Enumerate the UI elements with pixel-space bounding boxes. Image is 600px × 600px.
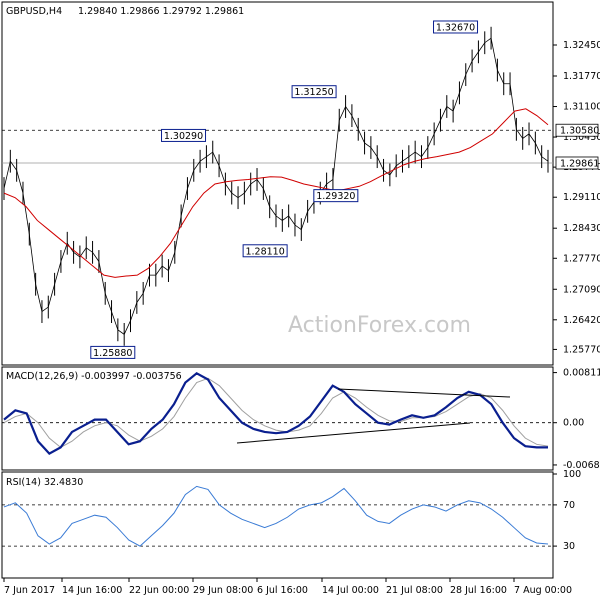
level-price-label: 1.30580 xyxy=(560,126,599,137)
rsi-tick-label: 70 xyxy=(563,500,575,511)
price-tick-label: 1.25770 xyxy=(563,344,600,355)
x-tick-label: 7 Aug 00:00 xyxy=(514,585,572,596)
macd-pane xyxy=(1,366,554,471)
price-annotation-box xyxy=(242,244,288,258)
x-tick-label: 28 Jul 16:00 xyxy=(450,585,507,596)
price-layer: 1.25880 1.30290 1.28110 1.31250 1.29320 1.326… xyxy=(2,20,553,359)
rsi-tick-label: 100 xyxy=(563,469,581,480)
rsi-tick-label: 30 xyxy=(563,541,575,552)
x-tick-label: 29 Jun 08:00 xyxy=(193,585,253,596)
macd-signal-line xyxy=(3,377,549,448)
price-tick-label: 1.29110 xyxy=(563,192,600,203)
price-annotation-box xyxy=(161,128,207,142)
price-tick-label: 1.31100 xyxy=(563,102,600,113)
price-pane xyxy=(1,1,554,366)
axis-layer: 1.324501.317701.311001.304301.297701.291… xyxy=(3,40,600,596)
price-annotation-box xyxy=(291,85,337,99)
current-price-label-box xyxy=(555,156,599,170)
macd-tick-label: 0.008118 xyxy=(563,368,600,379)
price-tick-label: 1.28430 xyxy=(563,223,600,234)
price-tick-label: 1.26420 xyxy=(563,315,600,326)
macd-tick-label: 0.00 xyxy=(563,418,584,429)
ma-line xyxy=(3,108,549,278)
price-annotation-box xyxy=(313,189,359,203)
price-line xyxy=(3,37,549,335)
price-annotation-label: 1.31250 xyxy=(294,87,333,98)
price-annotation-box xyxy=(433,20,479,34)
price-annotation-label: 1.25880 xyxy=(93,348,132,359)
price-annotation-label: 1.29320 xyxy=(316,191,355,202)
price-tick-label: 1.27090 xyxy=(563,284,600,295)
watermark: ActionForex.com xyxy=(288,313,471,338)
macd-trendline-upper xyxy=(337,388,511,398)
current-price-label: 1.29861 xyxy=(560,158,599,169)
macd-line xyxy=(3,372,548,455)
x-tick-label: 14 Jul 00:00 xyxy=(322,585,379,596)
ohlc-label: 1.29840 1.29866 1.29792 1.29861 xyxy=(78,6,244,17)
macd-trendline-lower xyxy=(236,422,471,444)
rsi-line xyxy=(3,485,549,547)
price-tick-label: 1.32450 xyxy=(563,40,600,51)
macd-title: MACD(12,26,9) -0.003997 -0.003756 xyxy=(6,371,182,382)
x-tick-label: 21 Jul 08:00 xyxy=(386,585,443,596)
price-tick-label: 1.30430 xyxy=(563,132,600,143)
symbol-label: GBPUSD,H4 xyxy=(6,6,62,17)
x-tick-label: 22 Jun 00:00 xyxy=(129,585,189,596)
rsi-title: RSI(14) 32.4830 xyxy=(6,477,83,488)
rsi-pane xyxy=(1,471,554,579)
rsi-layer xyxy=(2,485,553,547)
x-tick-label: 7 Jun 2017 xyxy=(4,585,55,596)
price-tick-label: 1.31770 xyxy=(563,71,600,82)
level-price-label-box xyxy=(555,123,599,137)
x-tick-label: 6 Jul 16:00 xyxy=(257,585,308,596)
price-annotation-label: 1.30290 xyxy=(164,131,203,142)
macd-layer xyxy=(2,372,553,455)
macd-tick-label: -0.006844 xyxy=(563,460,600,471)
price-tick-label: 1.27770 xyxy=(563,253,600,264)
price-annotation-box xyxy=(90,345,136,359)
x-tick-label: 14 Jun 16:00 xyxy=(62,585,122,596)
price-annotation-label: 1.28110 xyxy=(245,246,284,257)
price-annotation-label: 1.32670 xyxy=(436,22,475,33)
